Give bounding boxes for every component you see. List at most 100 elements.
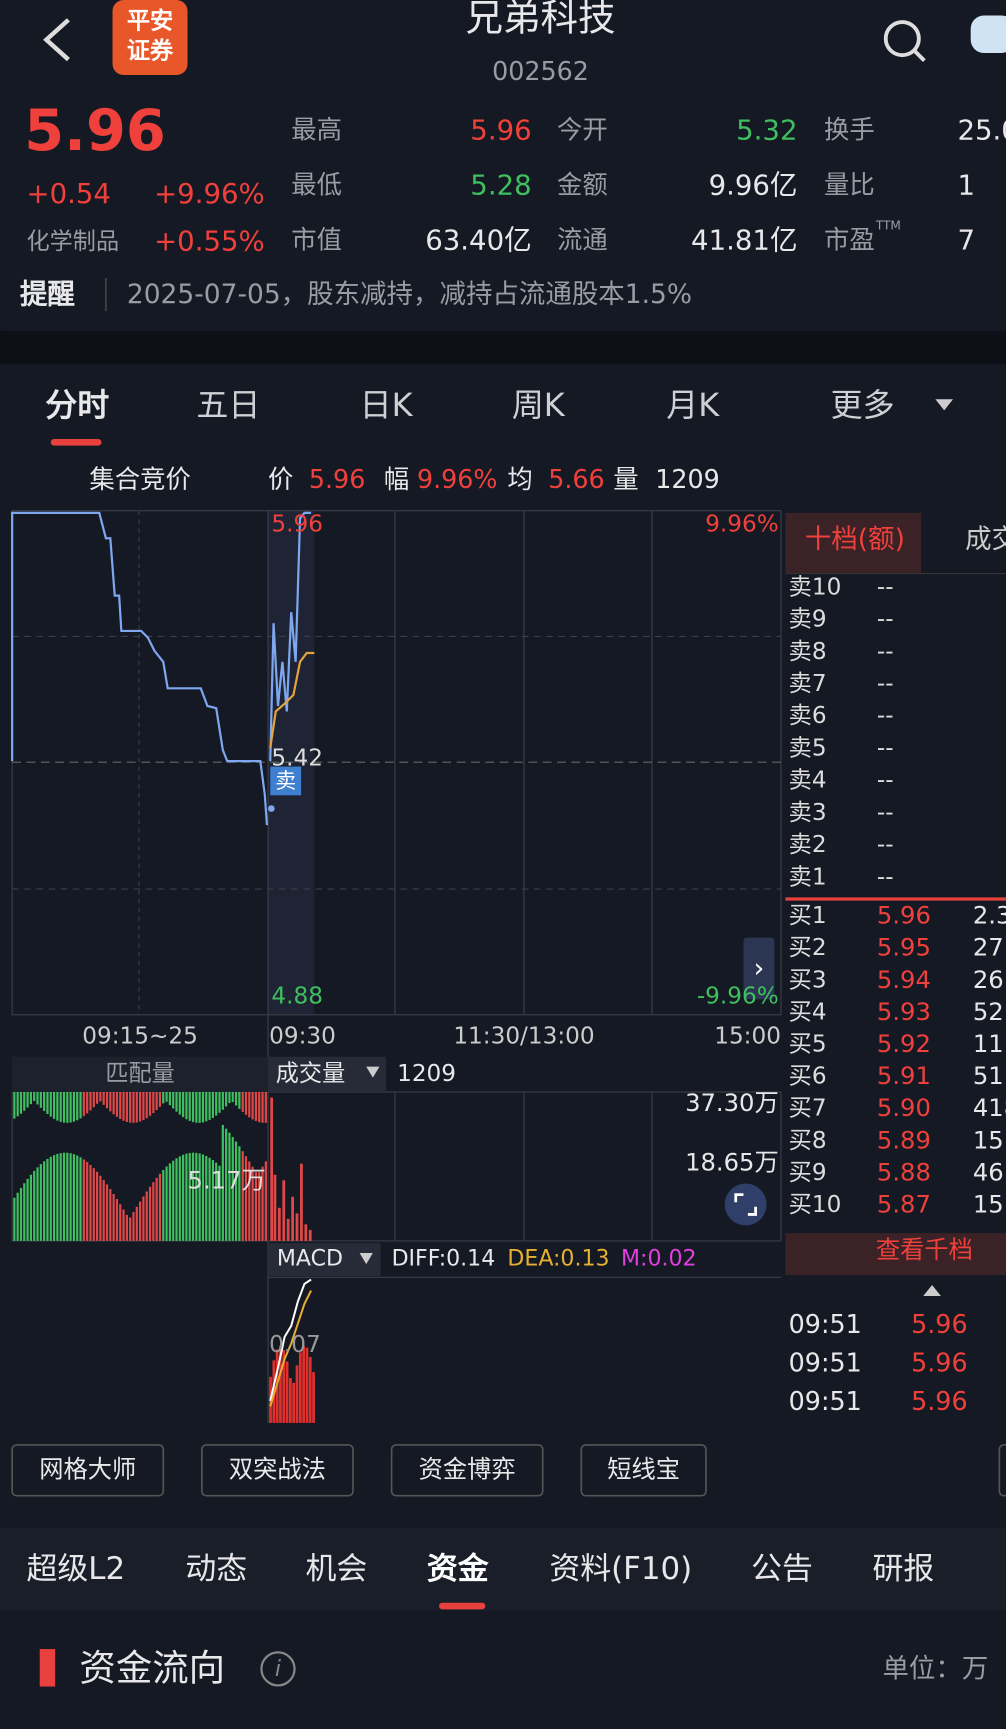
unit-label: 单位：万 xyxy=(882,1653,988,1684)
more-depth-button[interactable] xyxy=(785,1233,1006,1276)
reminder-label: 提醒 xyxy=(20,278,76,311)
tool-button[interactable] xyxy=(390,1444,544,1497)
match-bar xyxy=(225,1128,228,1241)
expand-orderbook[interactable] xyxy=(743,937,775,1000)
volume-label[interactable]: 成交量 xyxy=(276,1061,345,1087)
bid-amount: 418. xyxy=(973,1093,1006,1122)
orderbook-tab[interactable]: 成交 xyxy=(965,524,1006,555)
more-caret[interactable] xyxy=(935,399,954,411)
match-bar-top xyxy=(205,1092,208,1122)
volume-value: 1209 xyxy=(397,1061,456,1087)
tab-underline xyxy=(50,439,102,446)
bid-label: 买8 xyxy=(789,1128,827,1154)
match-bar-top xyxy=(13,1092,16,1119)
search-button[interactable] xyxy=(883,20,921,58)
tool-button[interactable] xyxy=(998,1444,1006,1497)
match-bar xyxy=(132,1212,135,1241)
logo-text: 证券 xyxy=(127,37,174,64)
back-button[interactable] xyxy=(43,18,70,62)
volume-bar xyxy=(291,1196,294,1241)
match-bar-top xyxy=(132,1092,135,1123)
stat-label: 换手 xyxy=(824,114,875,144)
match-bar-top xyxy=(211,1092,215,1118)
stat-value: 5.28 xyxy=(470,168,531,201)
macd-bar xyxy=(289,1378,292,1423)
period-tab[interactable]: 五日 xyxy=(196,386,260,424)
section-tab[interactable]: 研报 xyxy=(873,1551,935,1587)
price-line xyxy=(269,511,312,762)
macd-selector[interactable] xyxy=(268,1243,381,1277)
match-bar xyxy=(26,1178,29,1241)
average-line xyxy=(269,651,315,749)
info-icon[interactable] xyxy=(260,1651,296,1687)
more-depth[interactable]: 查看千档 xyxy=(876,1235,973,1264)
match-bar-top xyxy=(234,1092,238,1106)
match-bar xyxy=(139,1201,142,1241)
orderbook-tab[interactable]: 十档(额) xyxy=(805,524,905,555)
title: 兄弟科技 xyxy=(466,0,616,39)
tool-button[interactable] xyxy=(11,1444,165,1497)
collapse-caret[interactable] xyxy=(923,1285,941,1297)
match-bar-top xyxy=(198,1092,201,1123)
tool-button[interactable] xyxy=(201,1444,354,1497)
match-bar-top xyxy=(135,1092,138,1123)
bid-label: 买4 xyxy=(789,999,827,1025)
volume-selector[interactable] xyxy=(268,1056,387,1092)
match-bar-top xyxy=(241,1092,244,1112)
section-tab[interactable]: 机会 xyxy=(306,1551,368,1587)
match-bar-top xyxy=(178,1092,181,1115)
match-bar-top xyxy=(225,1092,228,1107)
info-value: 1209 xyxy=(655,464,720,494)
section-tab[interactable]: 动态 xyxy=(185,1551,247,1587)
ask-label: 卖9 xyxy=(789,607,827,633)
match-bar xyxy=(162,1169,165,1241)
tool-button[interactable] xyxy=(580,1444,707,1497)
assistant-icon[interactable] xyxy=(970,15,1006,53)
macd-label[interactable]: MACD xyxy=(277,1247,343,1272)
volume-bar xyxy=(304,1224,308,1241)
match-bar-top xyxy=(168,1092,171,1106)
fullscreen-button[interactable] xyxy=(724,1183,767,1226)
match-bar xyxy=(148,1186,152,1241)
volume-bar xyxy=(286,1218,290,1241)
section-tab[interactable]: 公告 xyxy=(751,1551,813,1587)
sell-tag-text: 卖 xyxy=(275,769,296,793)
section-tab[interactable]: 超级L2 xyxy=(26,1551,125,1587)
match-bar xyxy=(215,1162,218,1241)
macd-bar xyxy=(312,1372,315,1423)
period-tab[interactable]: 分时 xyxy=(45,386,109,424)
volume-tick: 37.30万 xyxy=(685,1088,779,1117)
match-bar-top xyxy=(36,1092,39,1105)
sell-tag xyxy=(270,766,302,796)
match-bar xyxy=(191,1152,195,1241)
match-bar-top xyxy=(261,1092,264,1123)
period-tab[interactable]: 更多 xyxy=(831,386,895,424)
period-tab[interactable]: 周K xyxy=(512,386,566,424)
info-value: 5.96 xyxy=(309,464,365,494)
time-label: 09:30 xyxy=(269,1023,336,1049)
period-tab[interactable]: 月K xyxy=(666,386,720,424)
match-bar xyxy=(248,1161,251,1241)
time-label: 15:00 xyxy=(714,1023,781,1049)
ask-label: 卖6 xyxy=(789,703,827,729)
stat-label: 金额 xyxy=(557,169,608,199)
trade-price: 5.96 xyxy=(911,1309,967,1339)
match-bar xyxy=(158,1173,162,1241)
price-axis-label: 5.96 xyxy=(271,512,323,538)
macd-bar xyxy=(302,1346,306,1423)
match-bar-top xyxy=(162,1092,165,1104)
match-bar xyxy=(29,1174,33,1241)
info-label: 幅 xyxy=(384,464,409,494)
section-tab[interactable]: 资料(F10) xyxy=(549,1551,692,1587)
stat-label: 最低 xyxy=(291,169,342,199)
match-bar xyxy=(195,1152,198,1241)
orderbook-tab-active[interactable] xyxy=(785,512,922,574)
match-bar xyxy=(185,1153,188,1241)
section-tab[interactable]: 资金 xyxy=(427,1551,489,1587)
reminder-text: 2025-07-05，股东减持，减持占流通股本1.5% xyxy=(127,279,692,310)
ask-label: 卖4 xyxy=(789,768,827,794)
match-bar-top xyxy=(221,1092,224,1110)
period-tab[interactable]: 日K xyxy=(360,386,414,424)
match-bar-top xyxy=(86,1092,89,1114)
match-bar xyxy=(102,1179,105,1241)
